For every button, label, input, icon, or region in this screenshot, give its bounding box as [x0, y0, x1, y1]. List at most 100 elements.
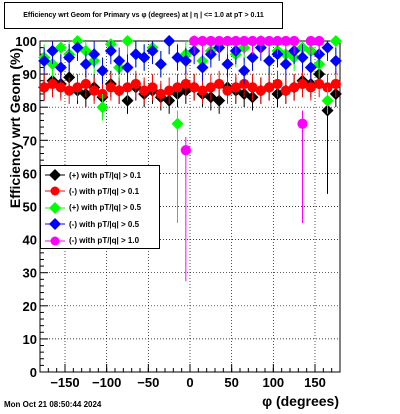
legend-label: (+) with pT/|q| > 0.5 [69, 203, 142, 213]
data-point [329, 54, 342, 67]
data-point [296, 51, 309, 64]
series-3 [38, 35, 342, 85]
legend-marker-icon [45, 236, 65, 246]
legend-marker-icon [45, 218, 65, 231]
data-point [297, 118, 308, 129]
data-point [96, 101, 109, 114]
data-point [272, 78, 283, 90]
y-tick-label: 60 [23, 166, 37, 181]
x-tick-label: 150 [304, 375, 326, 390]
series-4 [180, 35, 325, 282]
y-tick-label: 80 [23, 100, 37, 115]
data-point [46, 44, 59, 57]
data-point [64, 85, 75, 96]
data-point [39, 82, 50, 93]
data-point [180, 78, 191, 90]
legend-label: (-) with pT/|q| > 0.1 [69, 186, 140, 196]
data-point [289, 82, 300, 93]
data-point [239, 35, 250, 47]
data-point [197, 35, 208, 47]
data-point [297, 78, 308, 90]
data-point [121, 35, 134, 47]
data-point [63, 51, 76, 64]
legend-marker-icon [45, 186, 65, 196]
data-point [121, 61, 134, 74]
y-tick-label: 70 [23, 133, 37, 148]
data-point [247, 82, 258, 93]
y-tick-label: 0 [30, 365, 37, 380]
data-point [222, 35, 233, 47]
legend-label: (-) with pT/|q| > 0.5 [69, 219, 140, 229]
data-point [321, 94, 334, 107]
legend: (+) with pT/|q| > 0.1 (-) with pT/|q| > 0… [40, 165, 160, 249]
data-point [163, 35, 176, 47]
data-point [189, 82, 200, 93]
data-point [305, 82, 316, 93]
data-point [280, 85, 291, 96]
legend-label: (+) with pT/|q| > 0.1 [69, 170, 142, 180]
data-point [89, 85, 100, 96]
axes: −150 −100 −50 0 50 100 150 0 10 20 30 40 50 60 70 80 90 1… [15, 34, 341, 390]
data-point [180, 145, 191, 156]
data-point [314, 35, 325, 47]
x-tick-label: 0 [186, 375, 193, 390]
x-tick-label: 50 [224, 375, 238, 390]
x-tick-label: −150 [50, 375, 79, 390]
data-point [189, 35, 200, 47]
data-point [105, 82, 116, 93]
data-point [321, 41, 334, 54]
chart-title: Efficiency wrt Geom for Primary vs φ (de… [4, 2, 283, 29]
data-point [214, 35, 225, 47]
data-point [104, 44, 117, 57]
data-point [139, 85, 150, 96]
y-tick-label: 10 [23, 332, 37, 347]
data-point [264, 82, 275, 93]
legend-marker-icon [45, 169, 65, 181]
data-point [80, 78, 91, 90]
data-point [122, 82, 133, 93]
data-point [113, 54, 126, 67]
data-point [54, 61, 67, 74]
data-point [330, 78, 341, 90]
data-point [289, 35, 300, 47]
data-point [255, 85, 266, 96]
y-tick-label: 90 [23, 67, 37, 82]
data-point [47, 78, 58, 90]
data-point [314, 78, 325, 90]
legend-entry: (+) with pT/|q| > 0.1 [41, 167, 159, 183]
data-point [214, 78, 225, 90]
data-point [154, 58, 167, 71]
data-point [38, 54, 51, 67]
data-point [205, 82, 216, 93]
legend-entry: (+) with pT/|q| > 0.5 [41, 200, 159, 216]
data-point [147, 82, 158, 93]
x-tick-label: 100 [262, 375, 284, 390]
data-point [146, 44, 159, 57]
legend-entry: (-) with pT/|q| > 0.5 [41, 216, 159, 232]
y-tick-label: 100 [15, 34, 37, 49]
data-point [213, 94, 226, 107]
data-point [55, 82, 66, 93]
y-tick-label: 20 [23, 299, 37, 314]
data-point [247, 35, 258, 47]
data-point [304, 61, 317, 74]
legend-label: (-) with pT/|q| > 1.0 [69, 236, 140, 246]
data-point [230, 82, 241, 93]
data-point [96, 64, 109, 77]
data-point [79, 58, 92, 71]
data-point [197, 85, 208, 96]
data-point [88, 48, 101, 61]
data-point [155, 88, 166, 100]
x-axis-label: φ (degrees) [262, 393, 339, 409]
data-point [172, 82, 183, 93]
data-point [255, 35, 266, 47]
legend-entry: (-) with pT/|q| > 0.1 [41, 183, 159, 199]
x-tick-label: −50 [137, 375, 159, 390]
data-point [71, 41, 84, 54]
data-point [196, 61, 209, 74]
data-point [171, 117, 184, 130]
data-point [280, 35, 291, 47]
data-point [179, 54, 192, 67]
data-point [272, 35, 283, 47]
data-marks [38, 35, 342, 282]
